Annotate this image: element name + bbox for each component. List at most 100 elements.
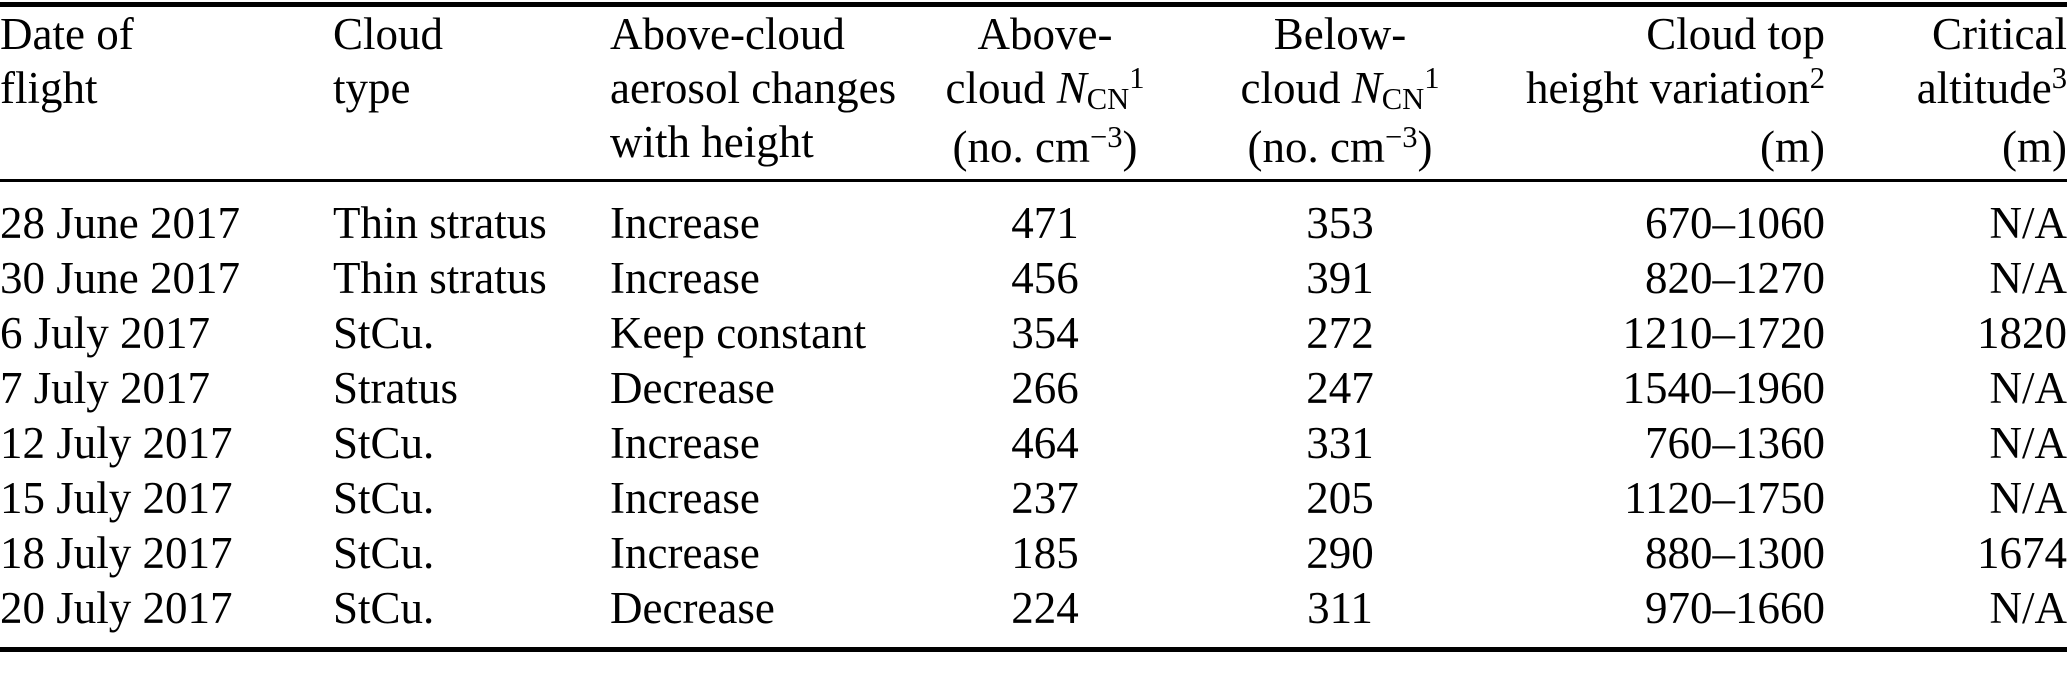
cell-cloud-top-height-variation: 820–1270 (1645, 253, 1825, 303)
header-row: Date of flight Cloud type Above-cloud ae… (0, 4, 2067, 182)
header-unit: (m) (2002, 122, 2067, 172)
column-header-cloud-top-height-variation: Cloud top height variation2 (m) (1490, 4, 1825, 182)
column-header-critical-altitude: Critical altitude3 (m) (1825, 4, 2067, 182)
cell-above-cloud-ncn: 354 (1011, 308, 1079, 358)
cell-cloud-top-height-variation: 1540–1960 (1622, 363, 1826, 413)
cell-critical-altitude: N/A (1989, 583, 2067, 633)
unit-text: (no. cm (952, 122, 1090, 172)
cell-date-of-flight: 15 July 2017 (0, 473, 233, 523)
cell-critical-altitude: 1674 (1977, 528, 2067, 578)
unit-exponent: −3 (1089, 119, 1123, 154)
cell-critical-altitude: N/A (1989, 473, 2067, 523)
cell-above-cloud-ncn: 471 (1011, 198, 1079, 248)
cell-below-cloud-ncn: 353 (1306, 198, 1374, 248)
ncn-symbol: N (1351, 63, 1382, 113)
header-line: flight (0, 63, 98, 113)
header-line: aerosol changes (610, 63, 897, 113)
header-text: altitude (1916, 63, 2052, 113)
cell-cloud-type: Stratus (333, 363, 459, 413)
column-header-above-cloud-ncn: Above- cloud NCN1 (no. cm−3) (900, 4, 1190, 182)
cell-date-of-flight: 18 July 2017 (0, 528, 233, 578)
header-line: with height (610, 117, 814, 167)
cell-above-cloud-ncn: 237 (1011, 473, 1079, 523)
unit-text: ) (1122, 122, 1138, 172)
header-line: Cloud top (1646, 9, 1825, 59)
cell-below-cloud-ncn: 205 (1306, 473, 1374, 523)
footnote-marker: 1 (1424, 60, 1440, 95)
cell-below-cloud-ncn: 247 (1306, 363, 1374, 413)
header-line: altitude3 (1825, 61, 2067, 120)
cell-cloud-top-height-variation: 970–1660 (1645, 583, 1825, 633)
cell-cloud-type: StCu. (333, 473, 435, 523)
footnote-marker: 2 (1809, 60, 1825, 95)
cell-cloud-top-height-variation: 760–1360 (1645, 418, 1825, 468)
cell-date-of-flight: 28 June 2017 (0, 198, 240, 248)
table-row: 15 July 2017 StCu. Increase 237 205 1120… (0, 471, 2067, 526)
column-header-aerosol-changes: Above-cloud aerosol changes with height (610, 4, 900, 182)
cell-below-cloud-ncn: 391 (1306, 253, 1374, 303)
table-row: 20 July 2017 StCu. Decrease 224 311 970–… (0, 581, 2067, 650)
header-line: Date of (0, 9, 134, 59)
table-row: 30 June 2017 Thin stratus Increase 456 3… (0, 251, 2067, 306)
cell-aerosol-change: Increase (610, 528, 760, 578)
cell-critical-altitude: N/A (1989, 198, 2067, 248)
cell-below-cloud-ncn: 290 (1306, 528, 1374, 578)
ncn-subscript: CN (1086, 81, 1130, 116)
cell-below-cloud-ncn: 272 (1306, 308, 1374, 358)
header-unit: (no. cm−3) (1190, 120, 1490, 179)
header-text: cloud (1240, 63, 1352, 113)
cell-cloud-type: StCu. (333, 418, 435, 468)
header-text: cloud (945, 63, 1057, 113)
cell-above-cloud-ncn: 224 (1011, 583, 1079, 633)
cell-aerosol-change: Decrease (610, 583, 775, 633)
cell-aerosol-change: Decrease (610, 363, 775, 413)
ncn-subscript: CN (1381, 81, 1425, 116)
cell-date-of-flight: 12 July 2017 (0, 418, 233, 468)
header-text: height variation (1526, 63, 1810, 113)
header-line: height variation2 (1490, 61, 1825, 120)
table-row: 7 July 2017 Stratus Decrease 266 247 154… (0, 361, 2067, 416)
ncn-symbol: N (1056, 63, 1087, 113)
unit-text: ) (1417, 122, 1433, 172)
cell-below-cloud-ncn: 331 (1306, 418, 1374, 468)
column-header-date-of-flight: Date of flight (0, 4, 333, 182)
column-header-cloud-type: Cloud type (333, 4, 610, 182)
cell-cloud-top-height-variation: 880–1300 (1645, 528, 1825, 578)
table-row: 28 June 2017 Thin stratus Increase 471 3… (0, 181, 2067, 252)
header-line: cloud NCN1 (900, 61, 1190, 120)
cell-critical-altitude: N/A (1989, 363, 2067, 413)
cell-aerosol-change: Keep constant (610, 308, 867, 358)
unit-exponent: −3 (1384, 119, 1418, 154)
flight-data-table: Date of flight Cloud type Above-cloud ae… (0, 2, 2067, 652)
cell-aerosol-change: Increase (610, 473, 760, 523)
table-row: 18 July 2017 StCu. Increase 185 290 880–… (0, 526, 2067, 581)
unit-text: (no. cm (1247, 122, 1385, 172)
cell-cloud-type: StCu. (333, 528, 435, 578)
header-line: type (333, 63, 411, 113)
cell-date-of-flight: 30 June 2017 (0, 253, 240, 303)
table-row: 12 July 2017 StCu. Increase 464 331 760–… (0, 416, 2067, 471)
header-line: Above-cloud (610, 9, 845, 59)
footnote-marker: 3 (2051, 60, 2067, 95)
cell-aerosol-change: Increase (610, 198, 760, 248)
header-line: Above- (977, 9, 1113, 59)
cell-cloud-type: StCu. (333, 583, 435, 633)
cell-cloud-type: StCu. (333, 308, 435, 358)
cell-date-of-flight: 6 July 2017 (0, 308, 211, 358)
cell-date-of-flight: 7 July 2017 (0, 363, 211, 413)
header-unit: (m) (1760, 122, 1825, 172)
header-unit: (no. cm−3) (900, 120, 1190, 179)
header-line: Critical (1932, 9, 2067, 59)
table-row: 6 July 2017 StCu. Keep constant 354 272 … (0, 306, 2067, 361)
cell-cloud-type: Thin stratus (333, 198, 547, 248)
cell-critical-altitude: N/A (1989, 418, 2067, 468)
cell-critical-altitude: N/A (1989, 253, 2067, 303)
cell-aerosol-change: Increase (610, 418, 760, 468)
cell-above-cloud-ncn: 185 (1011, 528, 1079, 578)
header-line: Cloud (333, 9, 444, 59)
cell-above-cloud-ncn: 266 (1011, 363, 1079, 413)
cell-above-cloud-ncn: 464 (1011, 418, 1079, 468)
cell-date-of-flight: 20 July 2017 (0, 583, 233, 633)
header-line: cloud NCN1 (1190, 61, 1490, 120)
